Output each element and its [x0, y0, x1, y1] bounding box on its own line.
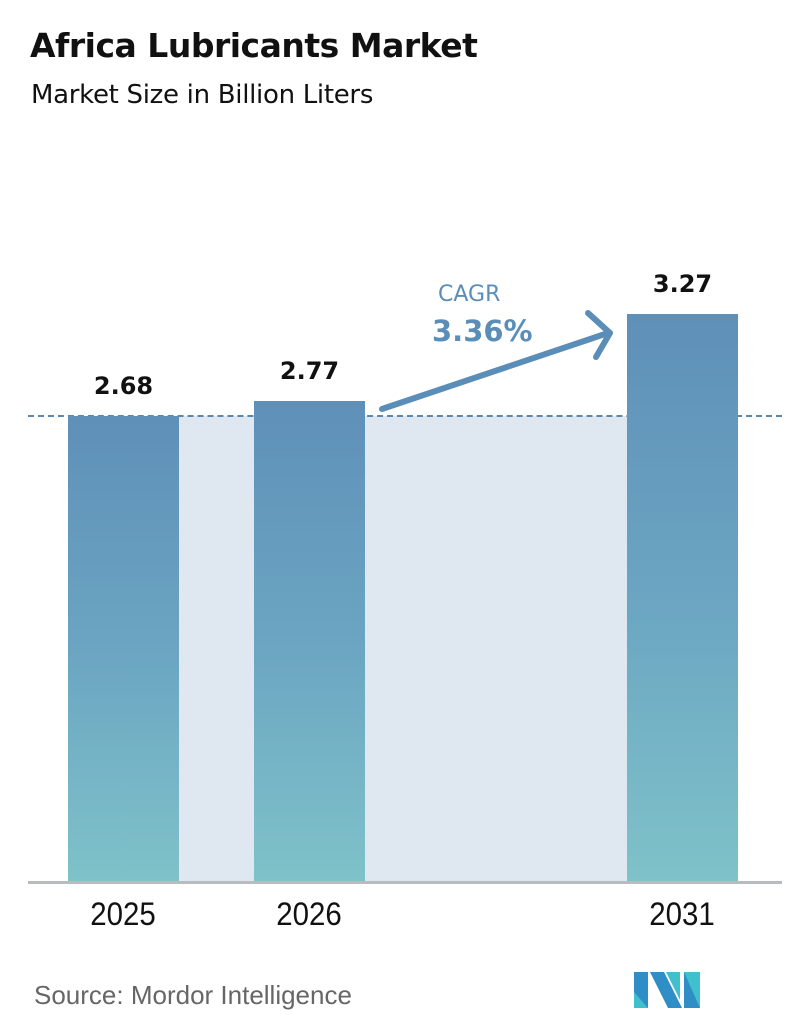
source-text: Source: Mordor Intelligence	[34, 980, 352, 1010]
bar-2031	[627, 314, 738, 882]
x-axis-line	[28, 881, 782, 884]
x-label-2026: 2026	[276, 896, 342, 932]
x-label-2025: 2025	[90, 896, 156, 932]
cagr-arrow-icon	[379, 310, 613, 412]
value-label-2031: 3.27	[652, 270, 713, 298]
bar-2025	[68, 416, 179, 882]
value-label-2026: 2.77	[279, 357, 340, 385]
bar-2026	[254, 401, 365, 882]
cagr-label: CAGR	[438, 282, 501, 307]
chart-subtitle: Market Size in Billion Liters	[31, 80, 374, 110]
background-band	[179, 416, 627, 882]
value-label-2025: 2.68	[93, 372, 154, 400]
reference-dashed-line	[28, 415, 782, 417]
cagr-value: 3.36%	[432, 314, 533, 348]
chart-title: Africa Lubricants Market	[30, 26, 478, 65]
mordor-intelligence-logo-icon	[634, 972, 700, 1008]
x-label-2031: 2031	[649, 896, 715, 932]
